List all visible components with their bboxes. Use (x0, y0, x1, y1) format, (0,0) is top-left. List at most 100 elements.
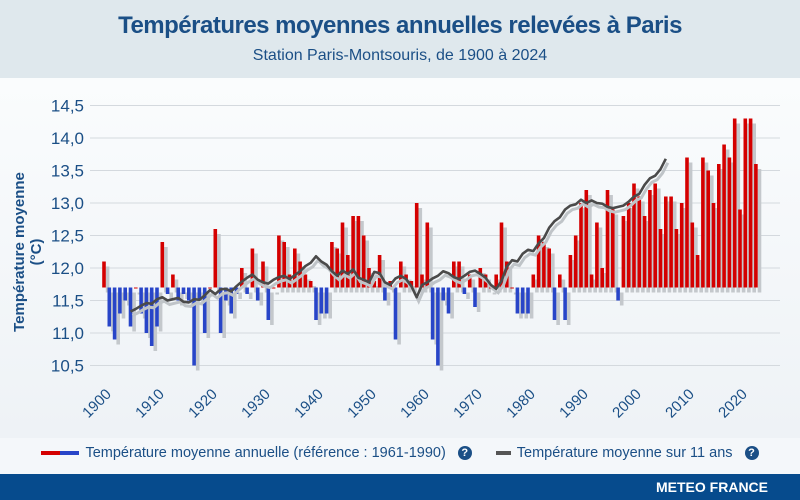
bar-2008 (674, 229, 679, 288)
bar-2020 (738, 209, 742, 288)
bar-shadow (116, 292, 120, 345)
bar-1944 (335, 248, 339, 288)
bar-shadow (132, 292, 136, 332)
x-tick-label: 1970 (450, 386, 486, 422)
bar-1903 (118, 287, 122, 314)
y-axis-label: Température moyenne (°C) (11, 172, 45, 332)
y-tick-label: 11,0 (52, 324, 84, 343)
bar-1994 (600, 268, 604, 288)
bar-shadow (736, 123, 741, 293)
bar-shadow (561, 279, 566, 293)
bar-shadow (450, 292, 454, 319)
bar-shadow (264, 266, 269, 293)
bar-1906 (134, 287, 138, 289)
help-icon-rolling[interactable]: ? (744, 446, 759, 460)
bar-1932 (271, 287, 276, 289)
bar-shadow (429, 227, 433, 293)
bar-shadow (217, 234, 221, 293)
bar-1928 (250, 248, 255, 288)
bar-shadow (386, 292, 391, 306)
bar-1963 (436, 287, 440, 366)
bar-1909 (149, 287, 154, 346)
bar-1904 (123, 287, 127, 301)
x-tick-label: 2020 (715, 386, 751, 422)
bar-1939 (308, 281, 313, 288)
bar-2016 (717, 164, 721, 288)
bar-shadow (471, 279, 476, 293)
x-tick-label: 1940 (291, 386, 327, 422)
bar-1975 (499, 222, 504, 288)
bar-shadow (439, 292, 444, 371)
bar-shadow (466, 292, 470, 299)
bar-shadow (418, 208, 423, 293)
legend-label-annual: Température moyenne annuelle (référence … (85, 445, 446, 461)
bar-1946 (346, 255, 350, 288)
temperature-chart: 10,5 11,0 11,5 12,0 12,5 13,0 13,5 14,0 14,5 1900… (51, 97, 780, 422)
x-tick-label: 1990 (556, 386, 592, 422)
x-tick-label: 1960 (397, 386, 433, 422)
bar-shadow (566, 292, 571, 325)
bar-1993 (595, 222, 599, 288)
brand-logo-text: METEO FRANCE (656, 479, 768, 495)
legend: Température moyenne annuelle (référence … (0, 440, 800, 466)
bar-1911 (160, 242, 165, 288)
rolling-mean-line (129, 158, 667, 313)
bar-1999 (626, 203, 631, 288)
bar-shadow (164, 247, 168, 293)
bar-shadow (233, 292, 237, 319)
bar-2023 (754, 164, 758, 288)
bar-1908 (144, 287, 149, 333)
footer-bar: METEO FRANCE (0, 474, 800, 500)
bar-shadow (328, 292, 332, 319)
bar-1983 (542, 242, 546, 288)
bar-2010 (685, 157, 689, 288)
bar-1918 (197, 287, 202, 301)
bar-2012 (695, 255, 700, 288)
bar-1981 (531, 274, 536, 288)
bar-2001 (637, 196, 642, 288)
bar-1996 (611, 209, 615, 288)
bar-1969 (467, 274, 472, 288)
bar-1915 (181, 287, 186, 294)
bar-1934 (282, 242, 286, 288)
bar-shadow (397, 292, 401, 345)
help-icon-annual[interactable]: ? (457, 446, 472, 460)
bar-1940 (314, 287, 318, 320)
bar-shadow (222, 292, 226, 338)
bar-1951 (372, 281, 377, 288)
bar-shadow (476, 292, 481, 312)
bar-shadow (254, 253, 258, 293)
bar-shadow (598, 227, 603, 293)
bar-1916 (187, 287, 191, 301)
bar-1979 (520, 287, 525, 314)
bar-2009 (679, 203, 684, 288)
bar-1985 (552, 287, 557, 320)
bar-shadow (619, 292, 624, 306)
bar-shadow (195, 292, 200, 371)
chart-subtitle: Station Paris-Montsouris, de 1900 à 2024 (252, 47, 548, 64)
bar-shadow (381, 260, 385, 293)
bar-1990 (579, 203, 583, 288)
bar-1910 (155, 287, 159, 327)
bar-shadow (286, 247, 290, 293)
bar-1926 (240, 268, 244, 288)
rolling-mean-shadow (131, 162, 670, 317)
bar-1929 (255, 287, 260, 301)
bar-1956 (399, 261, 403, 288)
bar-2003 (648, 190, 652, 288)
bar-shadow (238, 292, 242, 299)
bar-1964 (441, 287, 445, 301)
bar-1992 (589, 274, 594, 288)
bar-1947 (351, 216, 355, 288)
bar-shadow (460, 266, 465, 293)
bar-1980 (526, 287, 530, 314)
bar-shadow (121, 292, 126, 319)
bar-2013 (701, 157, 705, 288)
bar-shadow (259, 292, 264, 306)
y-tick-label: 12,0 (51, 259, 84, 278)
bar-2004 (653, 183, 657, 288)
bar-1922 (218, 287, 223, 333)
bar-2018 (727, 157, 732, 288)
y-tick-label: 14,0 (51, 129, 84, 148)
bar-1986 (558, 274, 562, 288)
